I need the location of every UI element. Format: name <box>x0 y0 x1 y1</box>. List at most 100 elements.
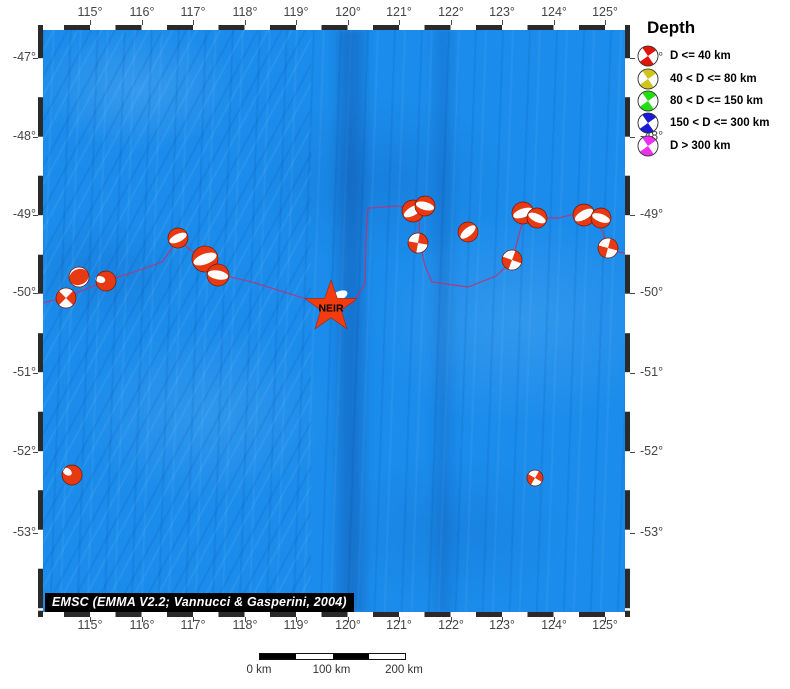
lon-tick-label-top: 125° <box>592 5 618 19</box>
lat-tick-label-right: -52° <box>640 444 664 458</box>
focal-mechanism-beachball <box>206 263 230 287</box>
lat-tick-right <box>630 532 635 534</box>
lat-tick-label-left: -49° <box>12 207 36 221</box>
lon-tick-top <box>192 20 194 25</box>
focal-mechanism-beachball <box>414 195 436 217</box>
lon-tick-top <box>244 20 246 25</box>
lon-tick-label-bottom: 116° <box>129 618 155 632</box>
focal-mechanism-beachball <box>95 270 117 292</box>
lon-tick-label-top: 120° <box>335 5 361 19</box>
lon-tick-top <box>398 20 400 25</box>
legend-item: 150 < D <= 300 km <box>637 112 789 134</box>
lat-tick-left <box>33 532 38 534</box>
lat-tick-left <box>33 451 38 453</box>
lon-tick-label-bottom: 122° <box>438 618 464 632</box>
lat-tick-label-left: -53° <box>12 525 36 539</box>
lat-tick-right <box>630 292 635 294</box>
lon-tick-label-top: 115° <box>77 5 103 19</box>
seafloor-fabric-texture <box>43 30 311 612</box>
lon-tick-label-top: 123° <box>489 5 515 19</box>
lat-tick-right <box>630 57 635 59</box>
focal-mechanism-beachball <box>167 227 189 249</box>
legend-beachball-icon <box>637 68 659 89</box>
lon-tick-label-top: 119° <box>283 5 309 19</box>
legend-item-label: 150 < D <= 300 km <box>670 117 770 130</box>
focal-mechanism-beachball <box>55 287 77 309</box>
scale-bar-label: 0 km <box>246 664 272 676</box>
lat-tick-label-left: -48° <box>12 129 36 143</box>
focal-mechanism-beachball <box>597 237 619 259</box>
focal-mechanism-beachball <box>68 266 90 288</box>
lat-tick-label-left: -47° <box>12 50 36 64</box>
lon-tick-bottom <box>450 617 452 622</box>
lon-tick-label-bottom: 120° <box>335 618 361 632</box>
lat-tick-right <box>630 136 635 138</box>
map-frame-bottom <box>38 612 630 617</box>
lat-tick-left <box>33 57 38 59</box>
map-frame-top <box>38 25 630 30</box>
lon-tick-label-top: 122° <box>438 5 464 19</box>
lon-tick-label-top: 116° <box>129 5 155 19</box>
deep-valley-band-2 <box>428 30 458 612</box>
lon-tick-bottom <box>192 617 194 622</box>
focal-mechanism-beachball <box>457 221 479 243</box>
legend-item: D <= 40 km <box>637 45 789 67</box>
depth-legend: Depth D <= 40 km 40 < D <= 80 km 80 < D <=… <box>637 18 789 157</box>
lon-tick-label-top: 117° <box>180 5 206 19</box>
focal-mechanism-beachball <box>590 207 612 229</box>
focal-mechanism-beachball <box>407 232 429 254</box>
frame-corner <box>625 612 630 617</box>
lat-tick-label-right: -51° <box>640 365 664 379</box>
lon-tick-label-bottom: 117° <box>180 618 206 632</box>
lat-tick-label-left: -50° <box>12 285 36 299</box>
lon-tick-label-top: 118° <box>232 5 258 19</box>
legend-item: 80 < D <= 150 km <box>637 90 789 112</box>
lon-tick-bottom <box>604 617 606 622</box>
frame-corner <box>38 25 43 30</box>
lat-tick-right <box>630 372 635 374</box>
seafloor-shading <box>43 30 625 612</box>
legend-item-label: D > 300 km <box>670 139 731 152</box>
lon-tick-top <box>295 20 297 25</box>
legend-beachball-icon <box>637 45 659 67</box>
focal-mechanism-beachball <box>191 245 219 273</box>
legend-item-label: D <= 40 km <box>670 50 731 63</box>
lon-tick-top <box>450 20 452 25</box>
lon-tick-bottom <box>295 617 297 622</box>
legend-item-label: 80 < D <= 150 km <box>670 94 764 107</box>
scale-bar-segments <box>259 653 406 660</box>
legend-beachball-icon <box>637 135 659 157</box>
lon-tick-bottom <box>141 617 143 622</box>
legend-item: D > 300 km <box>637 135 789 157</box>
scale-bar-label: 200 km <box>385 664 423 676</box>
lon-tick-label-top: 124° <box>541 5 567 19</box>
legend-item: 40 < D <= 80 km <box>637 67 789 89</box>
focal-mechanism-beachball <box>572 203 596 227</box>
lat-tick-label-left: -51° <box>12 365 36 379</box>
lat-tick-right <box>630 451 635 453</box>
lat-tick-label-right: -53° <box>640 525 664 539</box>
map-frame-left <box>38 25 43 617</box>
lon-tick-bottom <box>89 617 91 622</box>
lat-tick-left <box>33 214 38 216</box>
lon-tick-label-bottom: 118° <box>232 618 258 632</box>
epicenter-star <box>304 279 358 330</box>
scale-bar-label: 100 km <box>312 664 351 676</box>
focal-mechanism-beachball <box>61 464 83 486</box>
lon-tick-bottom <box>244 617 246 622</box>
lon-tick-label-bottom: 121° <box>386 618 412 632</box>
lon-tick-top <box>89 20 91 25</box>
lon-tick-bottom <box>501 617 503 622</box>
lon-tick-bottom <box>347 617 349 622</box>
lon-tick-bottom <box>553 617 555 622</box>
lat-tick-label-right: -50° <box>640 285 664 299</box>
lat-tick-right <box>630 214 635 216</box>
lat-tick-label-left: -52° <box>12 444 36 458</box>
lon-tick-label-bottom: 119° <box>283 618 309 632</box>
legend-item-label: 40 < D <= 80 km <box>670 72 757 85</box>
lon-tick-label-top: 121° <box>386 5 412 19</box>
map-symbols-layer: NEIR <box>43 195 625 487</box>
fracture-zone-texture <box>43 30 625 612</box>
lon-tick-label-bottom: 125° <box>592 618 618 632</box>
